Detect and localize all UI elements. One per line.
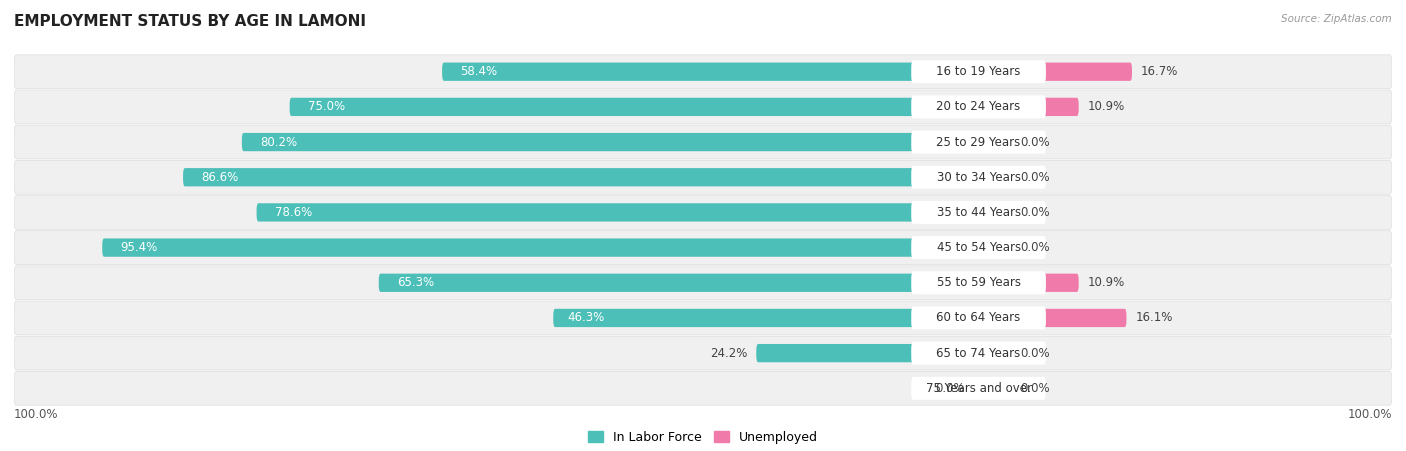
- Text: 78.6%: 78.6%: [276, 206, 312, 219]
- FancyBboxPatch shape: [979, 168, 1011, 186]
- Text: 75.0%: 75.0%: [308, 101, 344, 113]
- FancyBboxPatch shape: [911, 341, 1046, 365]
- FancyBboxPatch shape: [979, 274, 1078, 292]
- FancyBboxPatch shape: [378, 274, 979, 292]
- Text: 16 to 19 Years: 16 to 19 Years: [936, 65, 1021, 78]
- Text: 0.0%: 0.0%: [1019, 206, 1049, 219]
- Text: 24.2%: 24.2%: [710, 347, 747, 359]
- Text: 10.9%: 10.9%: [1088, 276, 1125, 289]
- FancyBboxPatch shape: [103, 239, 979, 257]
- FancyBboxPatch shape: [979, 98, 1078, 116]
- Text: 75 Years and over: 75 Years and over: [925, 382, 1032, 395]
- FancyBboxPatch shape: [911, 306, 1046, 330]
- FancyBboxPatch shape: [290, 98, 979, 116]
- Text: 0.0%: 0.0%: [1019, 241, 1049, 254]
- FancyBboxPatch shape: [14, 90, 1392, 124]
- Text: 25 to 29 Years: 25 to 29 Years: [936, 136, 1021, 148]
- FancyBboxPatch shape: [979, 344, 1011, 362]
- Text: 0.0%: 0.0%: [1019, 171, 1049, 184]
- Text: 30 to 34 Years: 30 to 34 Years: [936, 171, 1021, 184]
- Text: Source: ZipAtlas.com: Source: ZipAtlas.com: [1281, 14, 1392, 23]
- FancyBboxPatch shape: [554, 309, 979, 327]
- FancyBboxPatch shape: [14, 301, 1392, 335]
- FancyBboxPatch shape: [979, 63, 1132, 81]
- FancyBboxPatch shape: [979, 309, 1126, 327]
- Text: 0.0%: 0.0%: [1019, 382, 1049, 395]
- Text: 100.0%: 100.0%: [14, 408, 59, 421]
- Legend: In Labor Force, Unemployed: In Labor Force, Unemployed: [583, 426, 823, 449]
- FancyBboxPatch shape: [911, 130, 1046, 154]
- FancyBboxPatch shape: [14, 125, 1392, 159]
- Text: 60 to 64 Years: 60 to 64 Years: [936, 312, 1021, 324]
- Text: 35 to 44 Years: 35 to 44 Years: [936, 206, 1021, 219]
- FancyBboxPatch shape: [979, 379, 1011, 397]
- FancyBboxPatch shape: [183, 168, 979, 186]
- FancyBboxPatch shape: [14, 196, 1392, 229]
- FancyBboxPatch shape: [911, 236, 1046, 259]
- Text: 95.4%: 95.4%: [121, 241, 157, 254]
- FancyBboxPatch shape: [911, 95, 1046, 119]
- FancyBboxPatch shape: [911, 166, 1046, 189]
- Text: 0.0%: 0.0%: [935, 382, 965, 395]
- FancyBboxPatch shape: [14, 161, 1392, 194]
- FancyBboxPatch shape: [756, 344, 979, 362]
- FancyBboxPatch shape: [911, 377, 1046, 400]
- Text: 10.9%: 10.9%: [1088, 101, 1125, 113]
- Text: 65.3%: 65.3%: [396, 276, 434, 289]
- Text: 86.6%: 86.6%: [201, 171, 239, 184]
- FancyBboxPatch shape: [256, 203, 979, 221]
- FancyBboxPatch shape: [14, 372, 1392, 405]
- Text: 16.7%: 16.7%: [1142, 65, 1178, 78]
- Text: 80.2%: 80.2%: [260, 136, 297, 148]
- Text: 100.0%: 100.0%: [1347, 408, 1392, 421]
- FancyBboxPatch shape: [441, 63, 979, 81]
- FancyBboxPatch shape: [979, 239, 1011, 257]
- FancyBboxPatch shape: [14, 266, 1392, 299]
- FancyBboxPatch shape: [911, 60, 1046, 83]
- FancyBboxPatch shape: [979, 203, 1011, 221]
- FancyBboxPatch shape: [911, 271, 1046, 295]
- Text: 0.0%: 0.0%: [1019, 347, 1049, 359]
- FancyBboxPatch shape: [14, 231, 1392, 264]
- Text: 58.4%: 58.4%: [461, 65, 498, 78]
- FancyBboxPatch shape: [911, 201, 1046, 224]
- Text: 46.3%: 46.3%: [567, 312, 605, 324]
- Text: EMPLOYMENT STATUS BY AGE IN LAMONI: EMPLOYMENT STATUS BY AGE IN LAMONI: [14, 14, 366, 28]
- Text: 65 to 74 Years: 65 to 74 Years: [936, 347, 1021, 359]
- Text: 55 to 59 Years: 55 to 59 Years: [936, 276, 1021, 289]
- FancyBboxPatch shape: [979, 133, 1011, 151]
- Text: 0.0%: 0.0%: [1019, 136, 1049, 148]
- Text: 45 to 54 Years: 45 to 54 Years: [936, 241, 1021, 254]
- FancyBboxPatch shape: [14, 336, 1392, 370]
- Text: 16.1%: 16.1%: [1136, 312, 1173, 324]
- FancyBboxPatch shape: [14, 55, 1392, 88]
- Text: 20 to 24 Years: 20 to 24 Years: [936, 101, 1021, 113]
- FancyBboxPatch shape: [242, 133, 979, 151]
